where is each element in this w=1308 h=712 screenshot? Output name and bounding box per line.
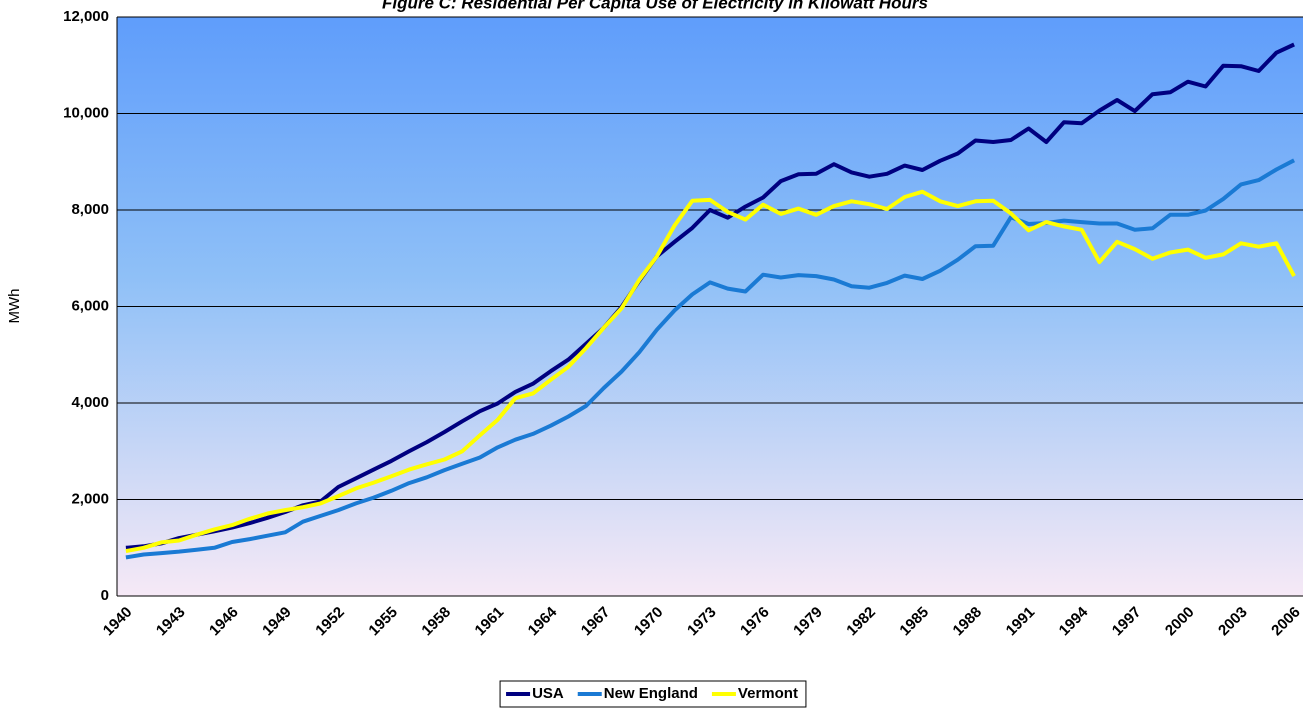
x-tick-label: 1994 xyxy=(1056,603,1092,639)
y-tick-label: 10,000 xyxy=(63,104,109,121)
x-tick-label: 2000 xyxy=(1162,604,1198,640)
chart-title: Figure C: Residential Per Capita Use of … xyxy=(382,0,928,12)
x-tick-label: 1985 xyxy=(896,604,932,640)
legend-box xyxy=(499,680,807,708)
x-tick-label: 1997 xyxy=(1109,604,1145,640)
x-tick-label: 1964 xyxy=(525,603,561,639)
x-tick-label: 1970 xyxy=(631,604,667,640)
x-tick-label: 1991 xyxy=(1003,604,1039,640)
series-line xyxy=(125,189,1296,554)
y-axis-label: MWh xyxy=(6,289,23,324)
x-tick-label: 2003 xyxy=(1215,604,1251,640)
legend-label: Vermont xyxy=(738,685,798,702)
y-tick-label: 12,000 xyxy=(63,8,109,25)
y-tick-label: 2,000 xyxy=(71,490,109,507)
y-tick-label: 8,000 xyxy=(71,201,109,218)
x-tick-label: 1979 xyxy=(790,604,826,640)
x-tick-label: 1949 xyxy=(259,604,295,640)
x-tick-label: 2006 xyxy=(1268,604,1304,640)
x-tick-label: 1943 xyxy=(153,604,189,640)
x-tick-label: 1982 xyxy=(843,604,879,640)
legend-label: USA xyxy=(532,685,564,702)
x-tick-label: 1940 xyxy=(100,604,136,640)
x-tick-label: 1955 xyxy=(365,604,401,640)
x-tick-label: 1961 xyxy=(472,604,508,640)
x-tick-label: 1946 xyxy=(206,604,242,640)
x-tick-label: 1988 xyxy=(950,604,986,640)
y-tick-label: 4,000 xyxy=(71,394,109,411)
x-tick-label: 1958 xyxy=(418,604,454,640)
y-tick-label: 6,000 xyxy=(71,297,109,314)
y-tick-label: 0 xyxy=(101,587,109,604)
x-tick-label: 1952 xyxy=(312,604,348,640)
series-line xyxy=(125,158,1296,560)
x-tick-label: 1976 xyxy=(737,604,773,640)
x-tick-label: 1973 xyxy=(684,604,720,640)
legend-label: New England xyxy=(604,685,698,702)
x-tick-label: 1967 xyxy=(578,604,614,640)
